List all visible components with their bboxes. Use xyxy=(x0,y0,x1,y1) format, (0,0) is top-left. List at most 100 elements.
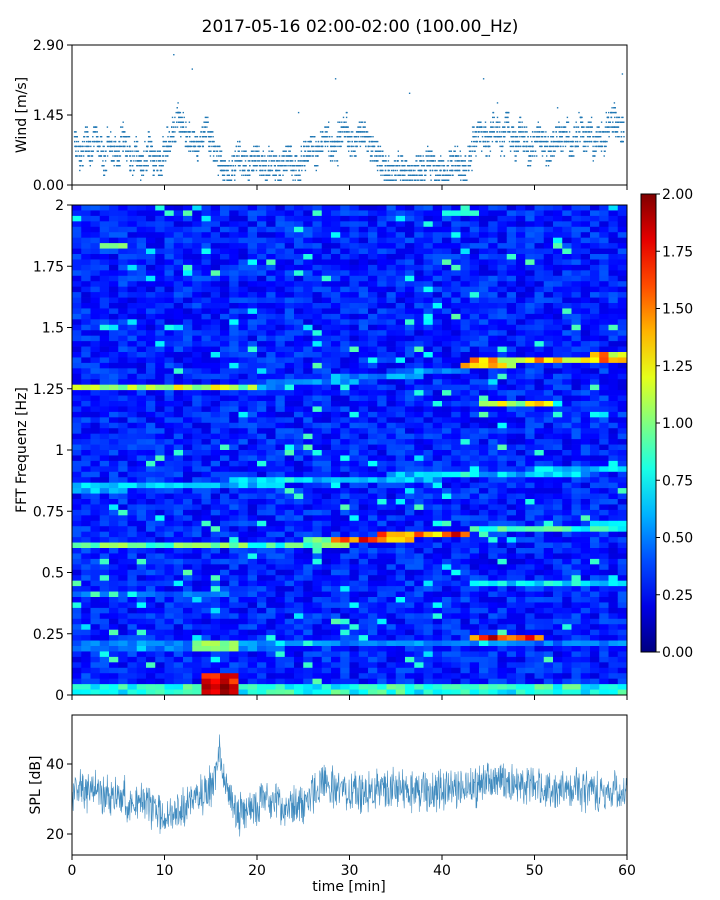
wind-point xyxy=(159,169,162,172)
spectrogram-cell xyxy=(173,422,184,429)
spectrogram-cell xyxy=(99,275,110,282)
wind-point xyxy=(270,155,272,157)
spectrogram-cell xyxy=(81,580,91,587)
wind-point xyxy=(96,131,98,133)
wind-point xyxy=(273,165,276,167)
wind-point xyxy=(385,160,387,162)
spectrogram-cell xyxy=(257,537,267,543)
wind-point xyxy=(572,155,574,157)
wind-point xyxy=(538,136,541,138)
spectrogram-cell xyxy=(109,439,119,445)
spectrogram-cell xyxy=(146,504,156,511)
spectrogram-cell xyxy=(127,292,138,298)
wind-point xyxy=(106,126,109,128)
wind-point xyxy=(541,145,543,148)
spectrogram-cell xyxy=(173,308,184,315)
wind-point xyxy=(196,160,199,162)
wind-point xyxy=(454,145,456,148)
wind-point xyxy=(417,169,419,172)
spectrogram-cell xyxy=(201,205,212,211)
spectrogram-cell xyxy=(220,308,230,315)
wind-point xyxy=(303,145,306,148)
spectrogram-cell xyxy=(247,471,258,478)
wind-point xyxy=(590,116,593,119)
wind-point xyxy=(532,150,535,152)
wind-point xyxy=(143,165,145,167)
wind-point xyxy=(417,165,420,167)
wind-point xyxy=(244,160,247,162)
spectrogram-cell xyxy=(136,569,147,576)
wind-point xyxy=(79,169,81,172)
spectrogram-cell xyxy=(229,319,239,326)
wind-point xyxy=(493,136,495,138)
wind-point xyxy=(315,150,317,152)
spectrogram-cell xyxy=(192,248,202,255)
wind-point xyxy=(201,140,203,143)
wind-point xyxy=(80,160,83,162)
spectrogram-cell xyxy=(247,248,258,255)
spectrogram-cell xyxy=(146,613,156,620)
spectrogram-cell xyxy=(90,221,101,228)
wind-point xyxy=(464,160,466,162)
spectrogram-cell xyxy=(109,537,119,543)
wind-point xyxy=(344,136,346,138)
wind-point xyxy=(119,140,121,143)
wind-point xyxy=(391,174,393,176)
spectrogram-cell xyxy=(192,210,202,217)
spectrogram-cell xyxy=(220,330,230,337)
wind-point xyxy=(321,145,323,148)
spectrogram-cell xyxy=(257,515,267,522)
wind-point xyxy=(536,131,538,133)
spectrogram-cell xyxy=(164,504,175,511)
spectrogram-cell xyxy=(118,422,128,429)
wind-point xyxy=(165,150,167,152)
spectrogram-cell xyxy=(173,618,184,625)
spectrogram-cell xyxy=(192,515,202,522)
spectrogram-cell xyxy=(99,618,110,625)
spectrogram-cell xyxy=(136,597,147,603)
wind-point xyxy=(159,160,161,162)
wind-point xyxy=(260,165,262,167)
wind-point xyxy=(577,126,580,128)
wind-point xyxy=(507,116,509,119)
wind-point xyxy=(200,140,202,143)
spectrogram-cell xyxy=(164,656,175,663)
spectrogram-cell xyxy=(192,313,202,320)
wind-point xyxy=(83,155,85,157)
wind-point xyxy=(606,116,608,119)
spectrogram-cell xyxy=(247,624,258,631)
spectrogram-cell xyxy=(257,297,267,304)
spectrogram-cell xyxy=(146,215,156,222)
wind-point xyxy=(253,169,255,172)
wind-point xyxy=(226,165,229,167)
spectrogram-cell xyxy=(136,303,147,309)
wind-point xyxy=(620,140,622,143)
spectrogram-cell xyxy=(247,667,258,674)
spectrogram-cell xyxy=(238,553,249,560)
spectrogram-cell xyxy=(99,357,110,364)
spectrogram-cell xyxy=(192,678,202,685)
wind-point xyxy=(243,150,245,152)
spectrogram-cell xyxy=(164,586,175,592)
spectrogram-cell xyxy=(247,537,258,543)
wind-point xyxy=(459,165,461,167)
spectrogram-cell xyxy=(81,330,91,337)
wind-point xyxy=(569,155,571,157)
wind-point xyxy=(252,150,254,152)
wind-point xyxy=(462,165,465,167)
spectrogram-cell xyxy=(118,232,128,239)
wind-point xyxy=(552,150,555,152)
wind-point xyxy=(105,150,107,152)
wind-point xyxy=(102,150,105,152)
wind-point xyxy=(204,126,206,128)
spectrogram-cell xyxy=(109,324,119,331)
wind-point xyxy=(588,126,590,128)
spectrogram-cell xyxy=(72,580,82,587)
wind-point xyxy=(276,169,278,172)
spectrogram-cell xyxy=(146,210,156,217)
wind-point xyxy=(590,131,593,133)
wind-point xyxy=(458,169,461,172)
spectrogram-cell xyxy=(238,281,249,288)
spectrogram-cell xyxy=(192,308,202,315)
